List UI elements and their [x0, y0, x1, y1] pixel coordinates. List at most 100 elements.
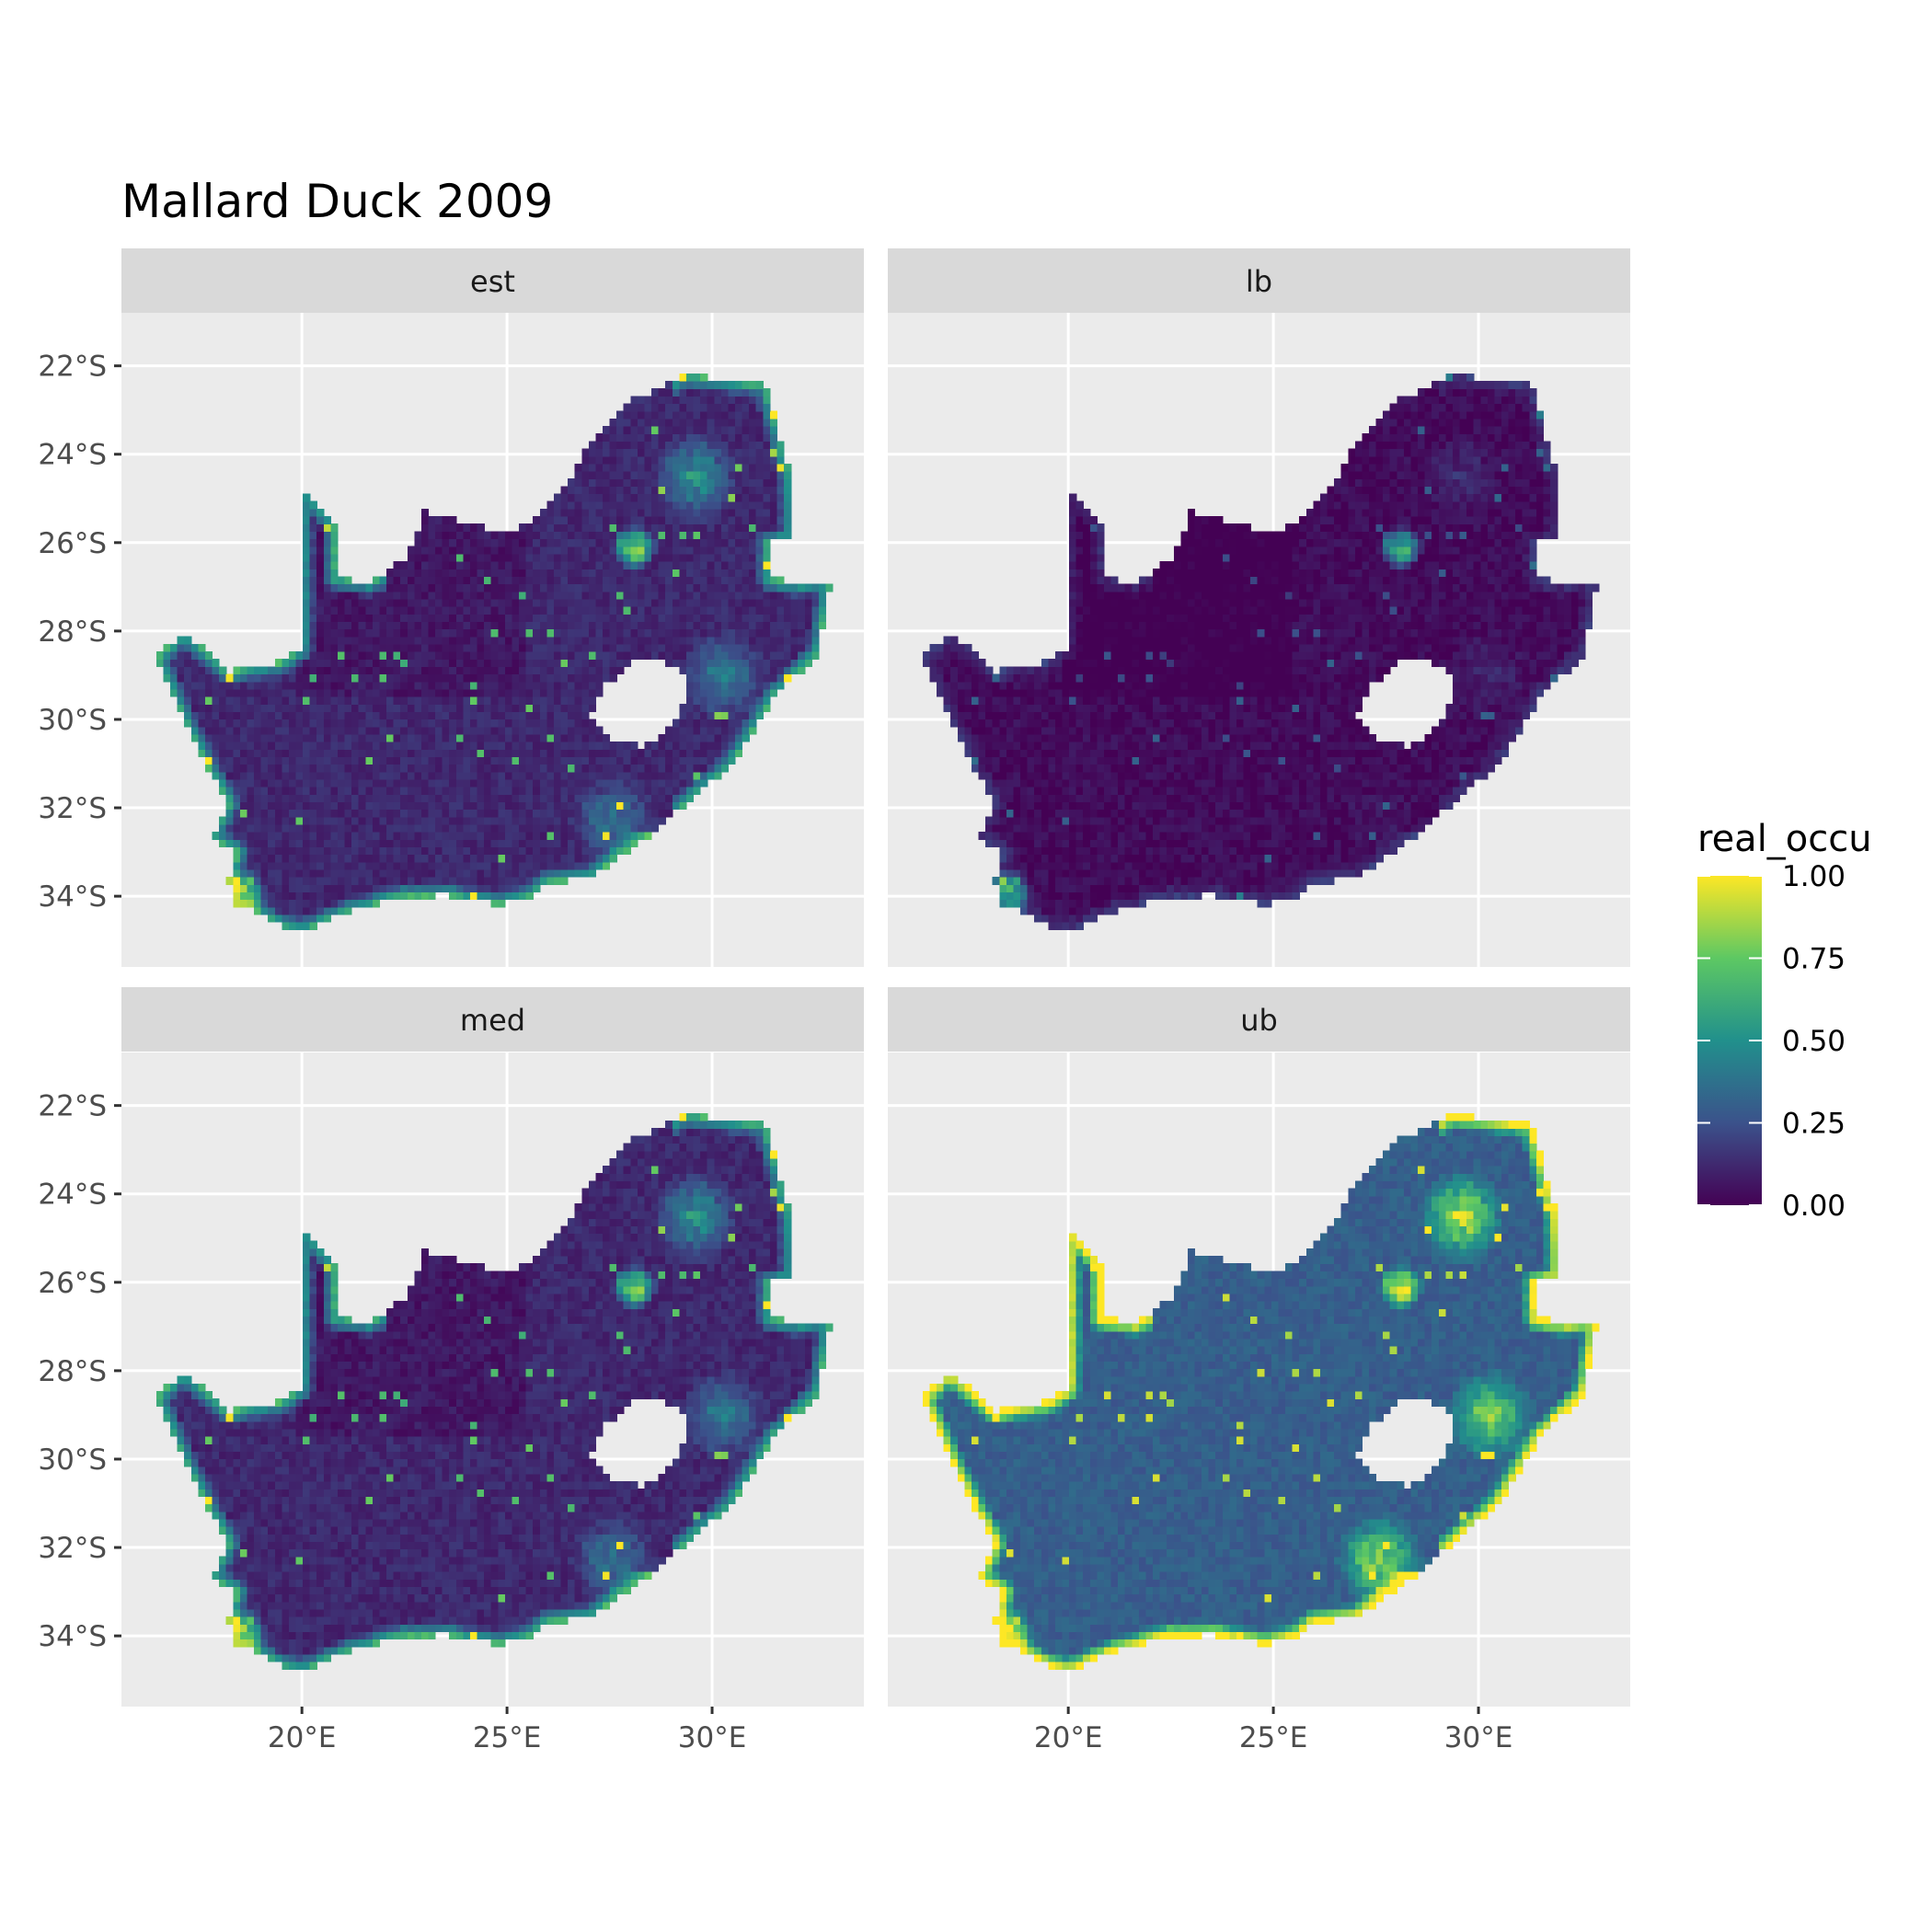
raster-cell: [533, 846, 540, 855]
raster-cell: [651, 433, 659, 442]
raster-cell: [519, 539, 526, 547]
raster-cell: [673, 464, 680, 472]
raster-cell: [435, 839, 443, 847]
raster-cell: [714, 441, 721, 449]
raster-cell: [1229, 824, 1236, 833]
raster-cell: [707, 614, 715, 622]
raster-cell: [505, 674, 512, 683]
raster-cell: [421, 810, 429, 818]
raster-cell: [742, 464, 750, 472]
raster-cell: [456, 824, 464, 833]
raster-cell: [1153, 824, 1160, 833]
raster-cell: [714, 666, 721, 674]
raster-cell: [763, 433, 770, 442]
raster-cell: [742, 471, 750, 479]
raster-cell: [700, 478, 707, 487]
raster-cell: [275, 749, 282, 757]
raster-cell: [505, 711, 512, 719]
raster-cell: [408, 794, 415, 802]
raster-cell: [575, 696, 582, 705]
raster-cell: [394, 727, 401, 735]
raster-cell: [316, 719, 324, 728]
raster-cell: [679, 419, 686, 427]
raster-cell: [651, 772, 659, 780]
raster-cell: [373, 629, 380, 638]
raster-cell: [630, 509, 638, 517]
raster-cell: [289, 689, 296, 697]
raster-cell: [554, 787, 561, 795]
raster-cell: [1264, 846, 1271, 855]
raster-cell: [1244, 832, 1251, 840]
raster-cell: [638, 644, 645, 652]
raster-cell: [575, 501, 582, 510]
raster-cell: [219, 711, 226, 719]
raster-cell: [603, 433, 610, 442]
raster-cell: [414, 765, 421, 773]
raster-cell: [498, 576, 505, 584]
raster-cell: [1125, 855, 1133, 863]
raster-cell: [999, 846, 1006, 855]
raster-cell: [603, 779, 610, 788]
raster-cell: [526, 817, 534, 825]
raster-cell: [1167, 801, 1174, 810]
raster-cell: [330, 832, 338, 840]
raster-cell: [394, 855, 401, 863]
raster-cell: [345, 614, 352, 622]
raster-cell: [1063, 794, 1070, 802]
raster-cell: [1055, 779, 1063, 788]
raster-cell: [630, 772, 638, 780]
raster-cell: [721, 419, 729, 427]
raster-cell: [1320, 862, 1328, 870]
raster-cell: [714, 772, 721, 780]
raster-cell: [365, 824, 373, 833]
raster-cell: [694, 426, 701, 434]
raster-cell: [540, 516, 547, 524]
raster-cell: [603, 531, 610, 539]
raster-cell: [554, 621, 561, 629]
raster-cell: [456, 734, 464, 742]
raster-cell: [1293, 877, 1300, 885]
raster-cell: [616, 523, 624, 532]
raster-cell: [484, 749, 491, 757]
raster-cell: [714, 756, 721, 765]
raster-cell: [324, 666, 331, 674]
raster-cell: [610, 765, 617, 773]
raster-cell: [651, 561, 659, 569]
raster-cell: [1083, 801, 1090, 810]
raster-cell: [700, 471, 707, 479]
raster-cell: [554, 824, 561, 833]
raster-cell: [1209, 817, 1216, 825]
raster-cell: [219, 787, 226, 795]
raster-cell: [330, 682, 338, 690]
raster-cell: [1063, 862, 1070, 870]
raster-cell: [373, 689, 380, 697]
raster-cell: [254, 794, 261, 802]
raster-cell: [491, 554, 499, 562]
raster-cell: [463, 711, 470, 719]
raster-cell: [742, 727, 750, 735]
raster-cell: [694, 696, 701, 705]
raster-cell: [714, 516, 721, 524]
raster-cell: [1376, 801, 1384, 810]
raster-cell: [659, 801, 666, 810]
raster-cell: [616, 411, 624, 420]
raster-cell: [1299, 801, 1306, 810]
raster-cell: [673, 486, 680, 494]
raster-cell: [1264, 869, 1271, 878]
raster-cell: [1174, 862, 1181, 870]
raster-cell: [791, 621, 799, 629]
raster-cell: [1083, 779, 1090, 788]
raster-cell: [533, 659, 540, 667]
raster-cell: [240, 742, 247, 750]
raster-cell: [1076, 846, 1084, 855]
raster-cell: [324, 651, 331, 660]
raster-cell: [1167, 855, 1174, 863]
raster-cell: [379, 855, 386, 863]
raster-cell: [449, 674, 456, 683]
raster-cell: [226, 839, 234, 847]
raster-cell: [624, 817, 631, 825]
raster-cell: [484, 554, 491, 562]
raster-cell: [435, 554, 443, 562]
raster-cell: [491, 659, 499, 667]
raster-cell: [749, 637, 756, 645]
